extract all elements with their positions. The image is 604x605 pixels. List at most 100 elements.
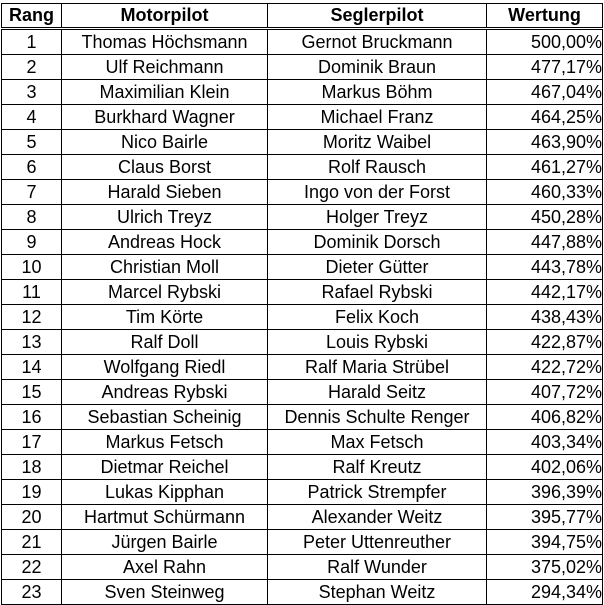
- cell-motorpilot: Sven Steinweg: [61, 579, 268, 605]
- cell-rang: 7: [1, 179, 62, 205]
- cell-seglerpilot: Louis Rybski: [267, 329, 487, 355]
- table-row: 13 Ralf Doll Louis Rybski 422,87%: [1, 329, 603, 355]
- cell-motorpilot: Burkhard Wagner: [61, 104, 268, 130]
- cell-seglerpilot: Dominik Dorsch: [267, 229, 487, 255]
- cell-rang: 14: [1, 354, 62, 380]
- cell-rang: 13: [1, 329, 62, 355]
- table-row: 8 Ulrich Treyz Holger Treyz 450,28%: [1, 204, 603, 230]
- cell-wertung: 375,02%: [486, 554, 603, 580]
- cell-motorpilot: Marcel Rybski: [61, 279, 268, 305]
- cell-motorpilot: Christian Moll: [61, 254, 268, 280]
- table-body: 1 Thomas Höchsmann Gernot Bruckmann 500,00%…: [1, 28, 603, 605]
- cell-wertung: 294,34%: [486, 579, 603, 605]
- cell-rang: 12: [1, 304, 62, 330]
- cell-motorpilot: Ulrich Treyz: [61, 204, 268, 230]
- cell-motorpilot: Jürgen Bairle: [61, 529, 268, 555]
- cell-wertung: 407,72%: [486, 379, 603, 405]
- table-row: 2 Ulf Reichmann Dominik Braun 477,17%: [1, 54, 603, 80]
- cell-seglerpilot: Markus Böhm: [267, 79, 487, 105]
- table-row: 5 Nico Bairle Moritz Waibel 463,90%: [1, 129, 603, 155]
- cell-seglerpilot: Ralf Maria Strübel: [267, 354, 487, 380]
- header-rang: Rang: [1, 3, 62, 30]
- table-row: 3 Maximilian Klein Markus Böhm 467,04%: [1, 79, 603, 105]
- cell-wertung: 406,82%: [486, 404, 603, 430]
- cell-motorpilot: Hartmut Schürmann: [61, 504, 268, 530]
- cell-wertung: 403,34%: [486, 429, 603, 455]
- cell-motorpilot: Lukas Kipphan: [61, 479, 268, 505]
- cell-rang: 5: [1, 129, 62, 155]
- cell-wertung: 396,39%: [486, 479, 603, 505]
- table-row: 15 Andreas Rybski Harald Seitz 407,72%: [1, 379, 603, 405]
- table-row: 10 Christian Moll Dieter Gütter 443,78%: [1, 254, 603, 280]
- header-wertung: Wertung: [486, 3, 603, 30]
- cell-wertung: 467,04%: [486, 79, 603, 105]
- cell-motorpilot: Tim Körte: [61, 304, 268, 330]
- cell-motorpilot: Andreas Hock: [61, 229, 268, 255]
- cell-wertung: 402,06%: [486, 454, 603, 480]
- table-row: 17 Markus Fetsch Max Fetsch 403,34%: [1, 429, 603, 455]
- cell-seglerpilot: Dieter Gütter: [267, 254, 487, 280]
- cell-motorpilot: Nico Bairle: [61, 129, 268, 155]
- cell-rang: 19: [1, 479, 62, 505]
- cell-seglerpilot: Max Fetsch: [267, 429, 487, 455]
- table-row: 20 Hartmut Schürmann Alexander Weitz 395,77…: [1, 504, 603, 530]
- cell-seglerpilot: Moritz Waibel: [267, 129, 487, 155]
- cell-rang: 16: [1, 404, 62, 430]
- cell-rang: 1: [1, 28, 62, 55]
- cell-rang: 4: [1, 104, 62, 130]
- cell-seglerpilot: Ralf Wunder: [267, 554, 487, 580]
- cell-seglerpilot: Gernot Bruckmann: [267, 28, 487, 55]
- cell-seglerpilot: Stephan Weitz: [267, 579, 487, 605]
- cell-wertung: 422,87%: [486, 329, 603, 355]
- cell-seglerpilot: Holger Treyz: [267, 204, 487, 230]
- table-row: 18 Dietmar Reichel Ralf Kreutz 402,06%: [1, 454, 603, 480]
- cell-motorpilot: Markus Fetsch: [61, 429, 268, 455]
- cell-seglerpilot: Michael Franz: [267, 104, 487, 130]
- table-row: 7 Harald Sieben Ingo von der Forst 460,33%: [1, 179, 603, 205]
- cell-motorpilot: Ralf Doll: [61, 329, 268, 355]
- cell-rang: 18: [1, 454, 62, 480]
- table-row: 6 Claus Borst Rolf Rausch 461,27%: [1, 154, 603, 180]
- cell-seglerpilot: Rafael Rybski: [267, 279, 487, 305]
- cell-seglerpilot: Peter Uttenreuther: [267, 529, 487, 555]
- cell-wertung: 500,00%: [486, 28, 603, 55]
- cell-rang: 15: [1, 379, 62, 405]
- table-row: 9 Andreas Hock Dominik Dorsch 447,88%: [1, 229, 603, 255]
- cell-wertung: 442,17%: [486, 279, 603, 305]
- cell-motorpilot: Axel Rahn: [61, 554, 268, 580]
- cell-motorpilot: Thomas Höchsmann: [61, 28, 268, 55]
- table-row: 22 Axel Rahn Ralf Wunder 375,02%: [1, 554, 603, 580]
- table-row: 4 Burkhard Wagner Michael Franz 464,25%: [1, 104, 603, 130]
- cell-rang: 22: [1, 554, 62, 580]
- cell-rang: 9: [1, 229, 62, 255]
- table-row: 21 Jürgen Bairle Peter Uttenreuther 394,75%: [1, 529, 603, 555]
- cell-wertung: 395,77%: [486, 504, 603, 530]
- cell-wertung: 461,27%: [486, 154, 603, 180]
- cell-motorpilot: Harald Sieben: [61, 179, 268, 205]
- cell-wertung: 460,33%: [486, 179, 603, 205]
- cell-seglerpilot: Dominik Braun: [267, 54, 487, 80]
- cell-rang: 10: [1, 254, 62, 280]
- cell-rang: 8: [1, 204, 62, 230]
- table-row: 11 Marcel Rybski Rafael Rybski 442,17%: [1, 279, 603, 305]
- cell-seglerpilot: Rolf Rausch: [267, 154, 487, 180]
- table-header-row: Rang Motorpilot Seglerpilot Wertung: [1, 3, 603, 30]
- cell-rang: 21: [1, 529, 62, 555]
- cell-rang: 20: [1, 504, 62, 530]
- table-row: 14 Wolfgang Riedl Ralf Maria Strübel 422,72…: [1, 354, 603, 380]
- table-row: 16 Sebastian Scheinig Dennis Schulte Renge…: [1, 404, 603, 430]
- cell-wertung: 464,25%: [486, 104, 603, 130]
- cell-wertung: 438,43%: [486, 304, 603, 330]
- header-seglerpilot: Seglerpilot: [267, 3, 487, 30]
- cell-motorpilot: Wolfgang Riedl: [61, 354, 268, 380]
- cell-wertung: 447,88%: [486, 229, 603, 255]
- cell-wertung: 450,28%: [486, 204, 603, 230]
- cell-rang: 3: [1, 79, 62, 105]
- cell-motorpilot: Dietmar Reichel: [61, 454, 268, 480]
- cell-seglerpilot: Patrick Strempfer: [267, 479, 487, 505]
- cell-wertung: 443,78%: [486, 254, 603, 280]
- header-motorpilot: Motorpilot: [61, 3, 268, 30]
- table-row: 12 Tim Körte Felix Koch 438,43%: [1, 304, 603, 330]
- cell-motorpilot: Maximilian Klein: [61, 79, 268, 105]
- cell-rang: 11: [1, 279, 62, 305]
